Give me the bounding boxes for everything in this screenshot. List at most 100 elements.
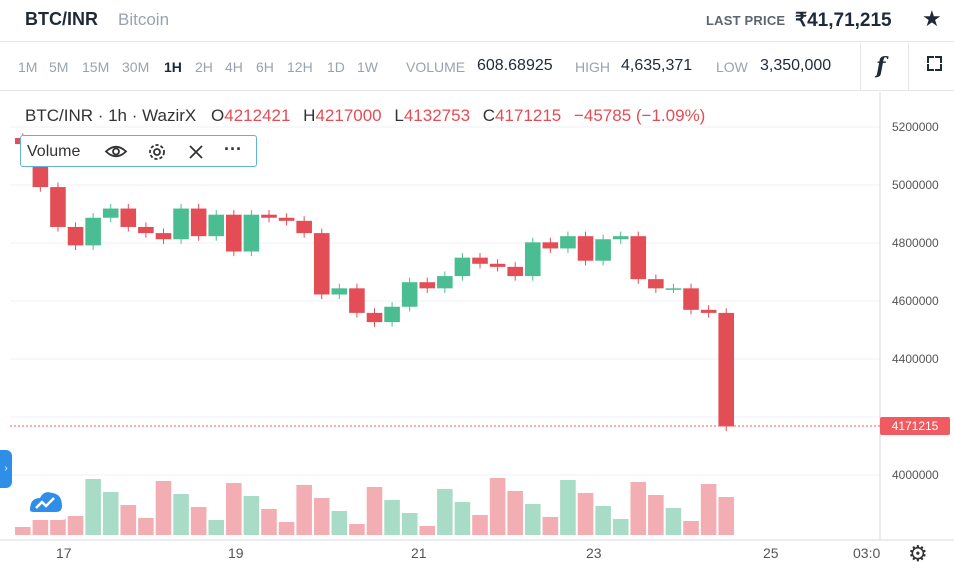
candle-body bbox=[50, 187, 66, 227]
candle-body bbox=[138, 226, 154, 234]
tf-5m[interactable]: 5M bbox=[49, 59, 69, 75]
candle-body bbox=[612, 236, 629, 240]
volume-bar bbox=[155, 481, 172, 535]
current-price-badge: 4171215 bbox=[880, 417, 950, 435]
candle-body bbox=[120, 208, 137, 227]
legend-symbol: BTC/INR · 1h · WazirX bbox=[25, 106, 197, 125]
fx-indicator-button[interactable]: f bbox=[876, 53, 886, 79]
high-label: HIGH bbox=[575, 59, 610, 75]
candle-body bbox=[190, 208, 207, 237]
volume-bar bbox=[120, 505, 137, 535]
price-tick: 4800000 bbox=[892, 236, 939, 250]
candle-body bbox=[331, 288, 348, 295]
candle-body bbox=[560, 236, 576, 249]
candle-body bbox=[384, 306, 400, 323]
legend-open-value: 4212421 bbox=[224, 106, 291, 125]
volume-bar bbox=[366, 487, 383, 535]
volume-bar bbox=[401, 513, 418, 535]
volume-bar bbox=[85, 479, 101, 535]
tf-1h[interactable]: 1H bbox=[164, 59, 182, 75]
tf-15m[interactable]: 15M bbox=[82, 59, 110, 75]
volume-bar bbox=[577, 493, 594, 535]
volume-bar bbox=[226, 483, 242, 535]
volume-indicator-pill[interactable]: Volume ··· bbox=[20, 135, 257, 167]
x-tick: 19 bbox=[228, 545, 244, 561]
candle-body bbox=[278, 217, 295, 221]
candle-body bbox=[437, 276, 453, 289]
eye-icon[interactable] bbox=[104, 143, 128, 160]
candle-body bbox=[67, 226, 84, 246]
candle-body bbox=[630, 236, 647, 280]
volume-bar bbox=[437, 489, 453, 535]
tf-4h[interactable]: 4H bbox=[225, 59, 243, 75]
tf-30m[interactable]: 30M bbox=[122, 59, 150, 75]
low-label: LOW bbox=[716, 59, 748, 75]
fullscreen-icon[interactable] bbox=[927, 56, 942, 71]
volume-bar bbox=[454, 502, 471, 535]
price-tick: 5000000 bbox=[892, 178, 939, 192]
last-price-value: ₹41,71,215 bbox=[795, 10, 892, 31]
tf-1d[interactable]: 1D bbox=[327, 59, 345, 75]
candle-body bbox=[595, 239, 611, 261]
tf-1m[interactable]: 1M bbox=[18, 59, 38, 75]
tf-2h[interactable]: 2H bbox=[195, 59, 213, 75]
legend-open-label: O bbox=[211, 106, 225, 125]
candle-body bbox=[401, 282, 418, 307]
pair-symbol: BTC/INR bbox=[25, 9, 98, 29]
low-value: 3,350,000 bbox=[760, 57, 832, 74]
volume-bar bbox=[472, 515, 488, 535]
volume-bar bbox=[296, 485, 312, 535]
volume-bar bbox=[278, 522, 295, 535]
volume-bar bbox=[208, 520, 225, 535]
tf-6h[interactable]: 6H bbox=[256, 59, 274, 75]
candle-body bbox=[507, 266, 523, 277]
price-tick: 4400000 bbox=[892, 352, 939, 366]
x-tick: 17 bbox=[56, 545, 72, 561]
price-tick: 4600000 bbox=[892, 294, 939, 308]
legend-high-label: H bbox=[303, 106, 316, 125]
candle-body bbox=[366, 312, 383, 323]
price-tick: 4000000 bbox=[892, 468, 939, 482]
settings-icon[interactable] bbox=[147, 142, 167, 162]
volume-bar bbox=[560, 480, 576, 535]
side-panel-toggle[interactable]: › bbox=[0, 450, 12, 488]
volume-bar bbox=[718, 497, 734, 535]
candle-body bbox=[349, 288, 365, 313]
candle-body bbox=[243, 214, 260, 252]
volume-bar bbox=[190, 507, 207, 535]
candle-body bbox=[454, 257, 471, 277]
candle-body bbox=[472, 257, 488, 264]
chart-toolbar: 1M 5M 15M 30M 1H 2H 4H 6H 12H 1D 1W VOLU… bbox=[0, 43, 954, 91]
volume-bar bbox=[648, 495, 664, 535]
candle-body bbox=[102, 208, 119, 218]
candle-body bbox=[718, 312, 734, 427]
volume-bar bbox=[700, 484, 717, 535]
tf-12h[interactable]: 12H bbox=[287, 59, 313, 75]
close-icon[interactable] bbox=[188, 144, 204, 160]
high-value: 4,635,371 bbox=[621, 57, 693, 74]
candle-body bbox=[700, 309, 717, 313]
volume-bar bbox=[138, 518, 154, 535]
volume-bar bbox=[384, 500, 400, 535]
candle-body bbox=[313, 233, 330, 295]
volume-bar bbox=[102, 492, 119, 535]
candle-body bbox=[524, 242, 541, 277]
more-icon[interactable]: ··· bbox=[224, 139, 242, 159]
volume-label: VOLUME bbox=[406, 59, 466, 75]
legend-low-label: L bbox=[394, 106, 404, 125]
volume-bar bbox=[243, 496, 260, 535]
ohlc-legend: BTC/INR · 1h · WazirX O4212421 H4217000 … bbox=[25, 106, 705, 126]
star-icon[interactable]: ★ bbox=[922, 6, 942, 31]
candle-body bbox=[648, 279, 664, 289]
candle-body bbox=[489, 263, 506, 267]
x-tick: 23 bbox=[586, 545, 602, 561]
candle-body bbox=[665, 288, 682, 290]
tf-1w[interactable]: 1W bbox=[357, 59, 378, 75]
candle-body bbox=[577, 236, 594, 261]
volume-bar bbox=[419, 526, 436, 535]
candle-body bbox=[85, 217, 101, 246]
volume-bar bbox=[261, 509, 277, 535]
gear-icon[interactable]: ⚙ bbox=[908, 541, 928, 566]
volume-bar bbox=[173, 494, 189, 535]
legend-change: −45785 (−1.09%) bbox=[573, 106, 706, 125]
